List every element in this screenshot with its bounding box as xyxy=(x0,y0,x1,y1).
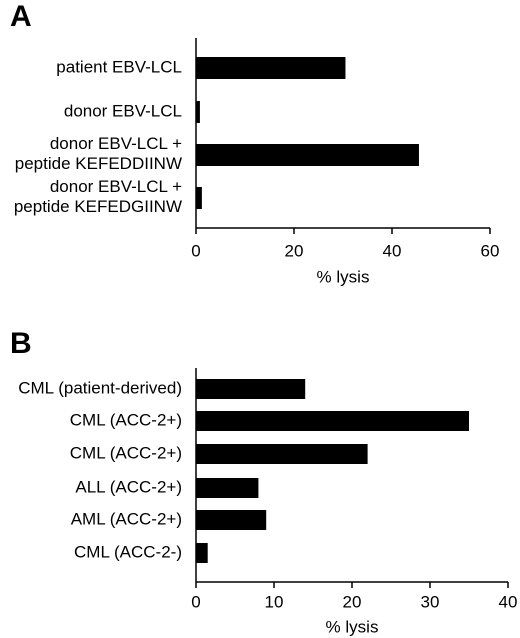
y-tick-label: CML (ACC-2+) xyxy=(70,410,182,429)
label-line: peptide KEFEDGIINW xyxy=(9,197,182,216)
y-tick-label: CML (patient-derived) xyxy=(18,378,182,397)
bar xyxy=(196,478,259,498)
x-tick-label: 40 xyxy=(383,241,402,260)
x-tick-label: 30 xyxy=(421,592,440,611)
bar xyxy=(196,510,267,530)
x-tick-label: 0 xyxy=(191,592,200,611)
bar xyxy=(196,57,346,79)
y-tick-label: donor EBV-LCL + peptide KEFEDGIINW xyxy=(9,177,182,216)
x-tick-label: 60 xyxy=(481,241,500,260)
y-tick-label: CML (ACC-2-) xyxy=(74,542,182,561)
y-tick-label: donor EBV-LCL xyxy=(64,101,182,120)
bar xyxy=(196,101,200,123)
bar xyxy=(196,543,208,563)
label-line: peptide KEFEDDIINW xyxy=(10,154,182,173)
panel-label: B xyxy=(10,327,32,360)
y-tick-label: patient EBV-LCL xyxy=(56,57,182,76)
label-line: donor EBV-LCL + xyxy=(50,177,182,196)
x-tick-label: 0 xyxy=(191,241,200,260)
bar xyxy=(196,411,469,431)
bar xyxy=(196,187,202,209)
bar xyxy=(196,444,368,464)
x-tick-label: 40 xyxy=(499,592,518,611)
x-axis-label: % lysis xyxy=(317,267,370,286)
x-axis-label: % lysis xyxy=(326,617,379,636)
bar xyxy=(196,379,306,399)
y-tick-label: donor EBV-LCL + peptide KEFEDDIINW xyxy=(10,134,182,173)
y-tick-label: ALL (ACC-2+) xyxy=(75,477,182,496)
y-tick-label: CML (ACC-2+) xyxy=(70,443,182,462)
bar xyxy=(196,144,419,166)
x-tick-label: 20 xyxy=(285,241,304,260)
x-tick-label: 20 xyxy=(343,592,362,611)
y-tick-label: AML (ACC-2+) xyxy=(71,509,182,528)
x-tick-label: 10 xyxy=(265,592,284,611)
panel-label: A xyxy=(10,0,32,33)
label-line: donor EBV-LCL + xyxy=(50,134,182,153)
